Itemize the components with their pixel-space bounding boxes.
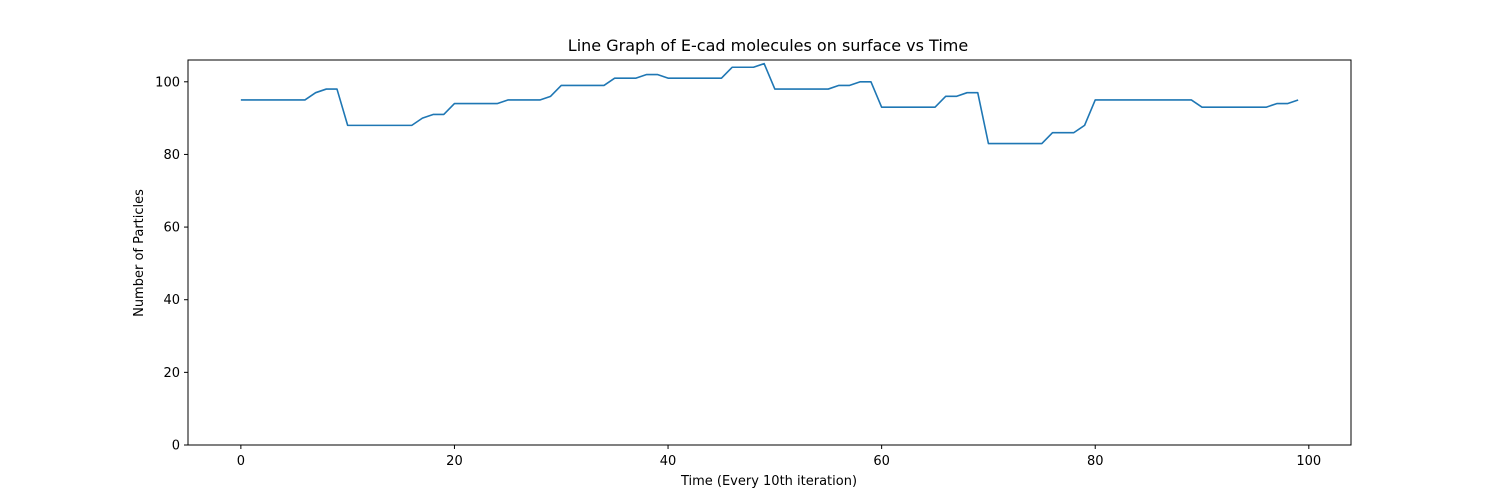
y-tick-label: 80 [163,148,180,163]
x-tick-label: 20 [446,454,463,469]
y-tick-label: 0 [172,439,180,454]
x-tick-label: 40 [660,454,677,469]
x-tick-label: 100 [1296,454,1321,469]
plot-area: 0 20 40 60 80 100 0 20 40 60 80 100 [155,59,1352,469]
y-tick-label: 100 [155,75,180,90]
x-tick-label: 60 [873,454,890,469]
y-axis-label: Number of Particles [132,189,147,317]
y-axis-ticks: 0 20 40 60 80 100 [155,75,188,454]
x-tick-label: 0 [237,454,245,469]
y-tick-label: 20 [163,366,180,381]
x-axis-ticks: 0 20 40 60 80 100 [237,445,1321,469]
x-tick-label: 80 [1087,454,1104,469]
series-line [240,62,1299,145]
y-tick-label: 40 [163,293,180,308]
y-tick-label: 60 [163,221,180,236]
series-group [240,62,1299,145]
plot-frame [187,59,1352,446]
chart-title: Line Graph of E-cad molecules on surface… [568,36,968,55]
x-axis-label: Time (Every 10th iteration) [680,474,857,489]
